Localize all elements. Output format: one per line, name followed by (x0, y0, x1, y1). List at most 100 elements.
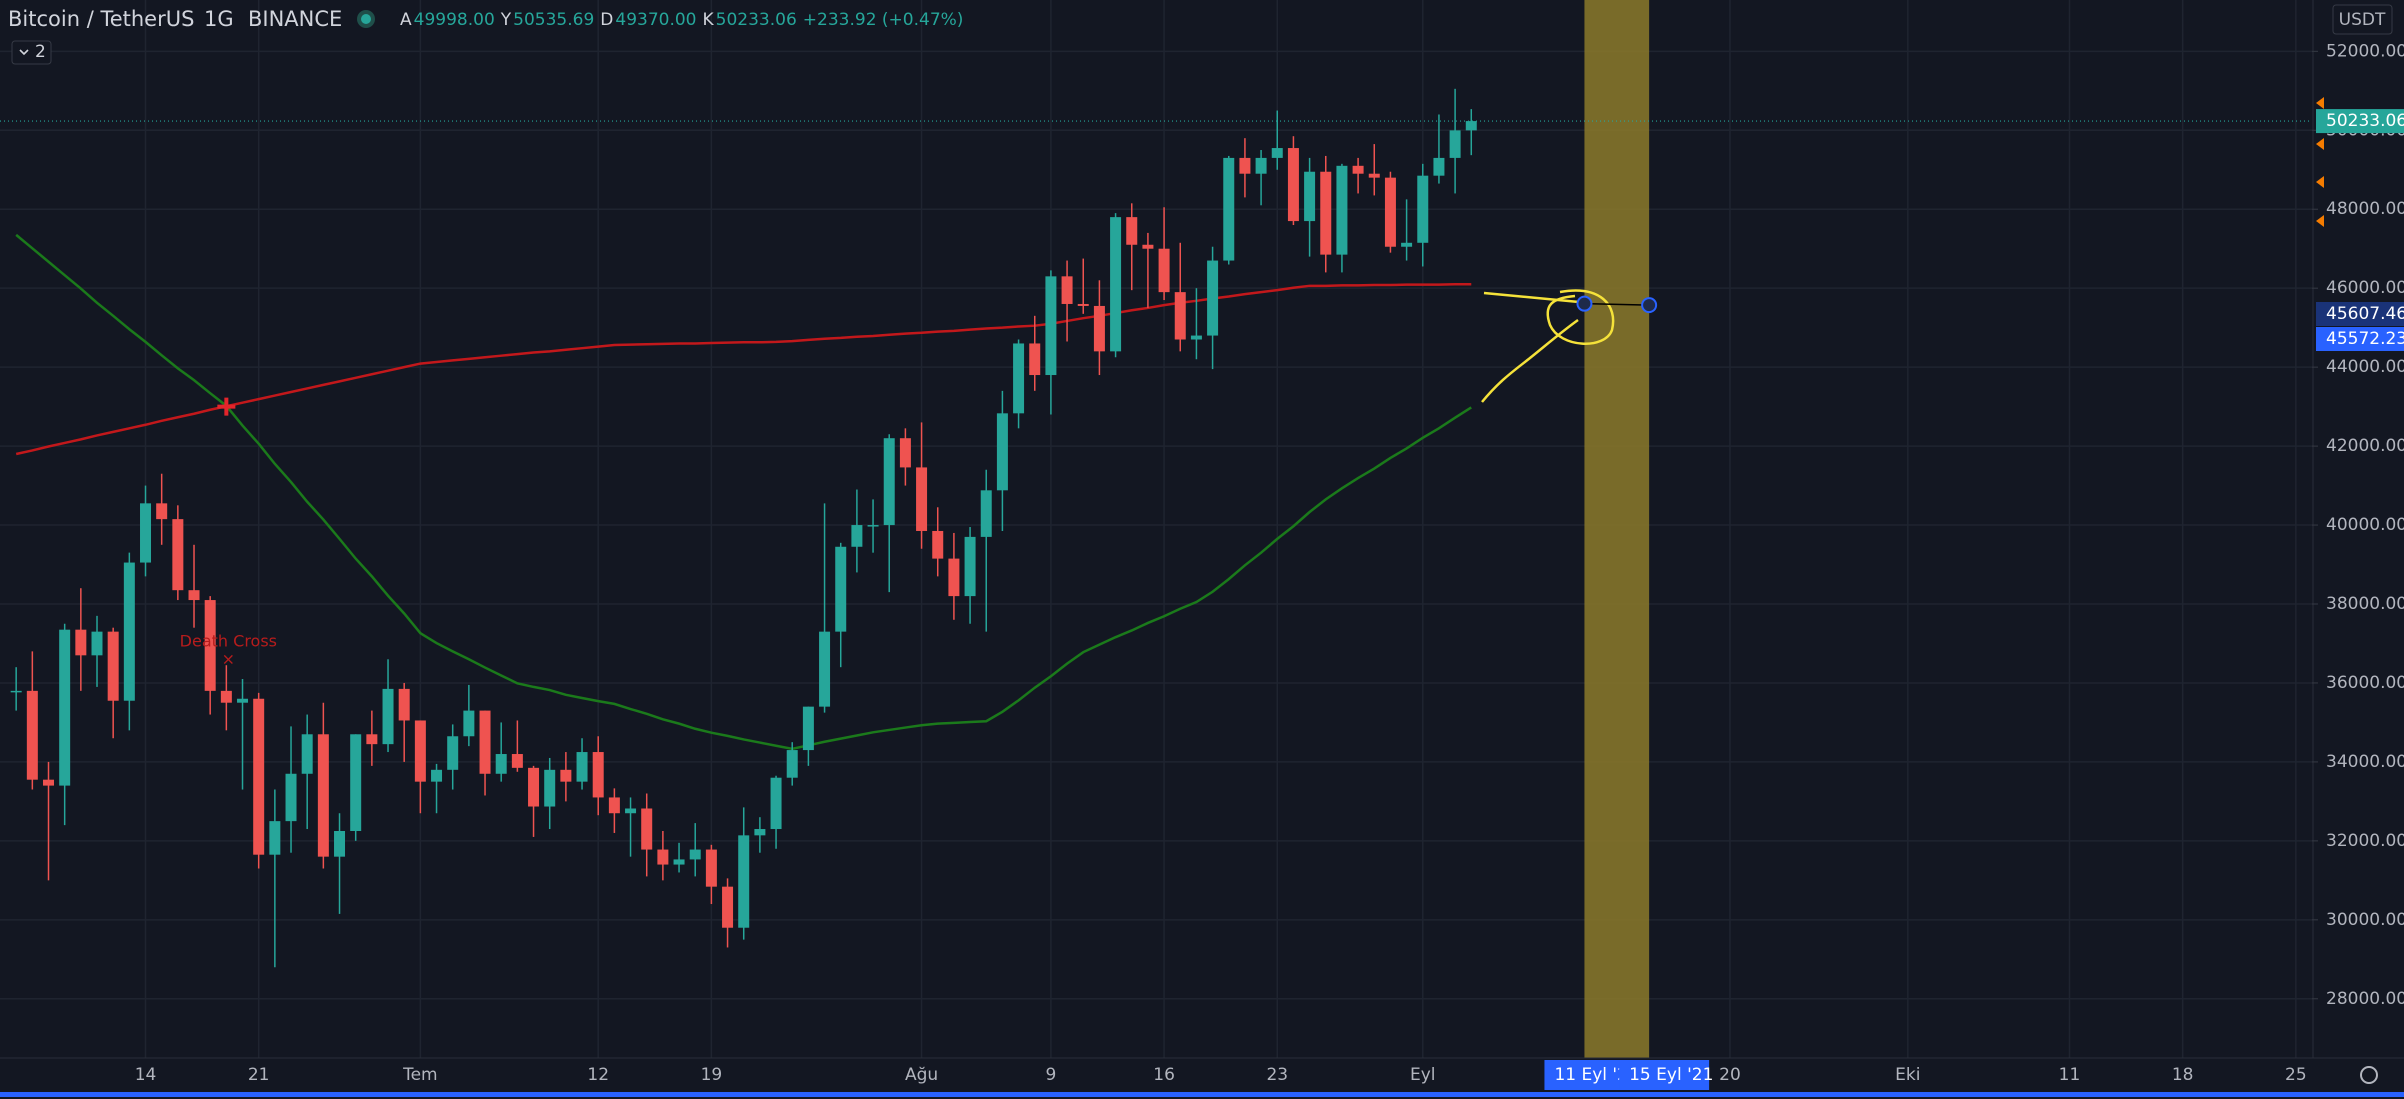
ohlc-key: A (400, 10, 412, 30)
ohlc-key: K (703, 10, 715, 30)
candle-body (10, 690, 22, 693)
candle-body (899, 438, 911, 468)
candle-body (366, 734, 378, 745)
candle-body (802, 706, 814, 751)
x-tick-label: 23 (1266, 1065, 1288, 1085)
ohlc-value: 49370.00 (615, 10, 696, 30)
candle-body (188, 590, 200, 601)
x-tick-label: 18 (2172, 1065, 2194, 1085)
candle-body (1465, 121, 1477, 131)
candle-body (1013, 343, 1025, 414)
candle-body (43, 779, 55, 786)
measure-point (1576, 295, 1593, 312)
candle-body (1077, 303, 1089, 306)
status-dot (361, 14, 371, 24)
alert-marker (2316, 97, 2324, 109)
x-tick-label: 11 (2059, 1065, 2081, 1085)
candle-body (172, 519, 184, 591)
candle-body (479, 710, 491, 774)
candle-body (1304, 171, 1316, 222)
symbol: Bitcoin / TetherUS (8, 7, 194, 31)
ohlc-value: 50233.06 (716, 10, 797, 30)
currency-button[interactable] (2332, 4, 2393, 35)
alert-marker (2316, 176, 2324, 188)
candle-body (738, 835, 750, 928)
chevron (19, 49, 29, 56)
candle-body (253, 698, 265, 855)
candle-body (511, 754, 523, 768)
candle-body (414, 720, 426, 782)
candle-body (592, 752, 604, 798)
candle-body (1223, 157, 1235, 261)
ohlc-value: 50535.69 (513, 10, 594, 30)
scribble-circle (1546, 289, 1615, 345)
candle-body (1271, 148, 1283, 158)
candle-body (1287, 148, 1299, 222)
candle-body (156, 503, 168, 520)
candle-body (673, 859, 685, 865)
ohlc-value: 49998.00 (414, 10, 495, 30)
candle-body (786, 750, 798, 778)
y-tick-label: 36000.00 (2326, 673, 2404, 693)
y-tick-label: 42000.00 (2326, 436, 2404, 456)
indicator-toggle[interactable] (11, 40, 52, 65)
candle-body (1061, 276, 1073, 304)
candle-body (1190, 335, 1202, 340)
candle-body (544, 769, 556, 807)
scribble (1481, 318, 1579, 403)
currency: USDT (2339, 10, 2386, 30)
indicator-count: 2 (35, 42, 46, 62)
candle-body (996, 413, 1008, 491)
candle-body (1336, 165, 1348, 255)
x-tick-label: 21 (248, 1065, 270, 1085)
y-tick-label: 28000.00 (2326, 989, 2404, 1009)
moving-average (15, 233, 1472, 751)
header: Bitcoin / TetherUS 1G BINANCE A 49998.00 Y… (8, 7, 963, 65)
candle-body (932, 530, 944, 559)
x-tick-label: 9 (1045, 1065, 1056, 1085)
candle-body (398, 688, 410, 721)
x-tick-label: 12 (587, 1065, 609, 1085)
candle-body (980, 490, 992, 537)
candle-body (123, 562, 135, 701)
candle-body (220, 690, 232, 703)
last-price-label: 50233.06 (2326, 111, 2404, 131)
y-tick-label: 34000.00 (2326, 752, 2404, 772)
candle-body (883, 438, 895, 526)
candle-body (1320, 171, 1332, 255)
candle-body (705, 849, 717, 887)
candle-body (1417, 175, 1429, 243)
range-date-label: 15 Eyl '21 (1629, 1065, 1713, 1085)
x-tick-label: Eyl (1410, 1065, 1436, 1085)
drawings (1481, 289, 1658, 403)
candle-body (1110, 217, 1122, 352)
candle-body (1158, 248, 1170, 293)
y-tick-label: 32000.00 (2326, 831, 2404, 851)
candle-body (237, 698, 249, 703)
candle-body (1384, 177, 1396, 247)
candle-body (1433, 157, 1445, 176)
annotation: Death Cross (180, 632, 277, 651)
candle-body (285, 773, 297, 822)
candle-body (140, 503, 152, 563)
candle-body (463, 710, 475, 737)
alerts (2316, 97, 2324, 227)
y-tick-label: 52000.00 (2326, 41, 2404, 61)
candle-body (560, 769, 572, 782)
candle-body (1142, 244, 1154, 249)
candle-body (867, 525, 879, 527)
x-tick-label: Ağu (905, 1065, 938, 1085)
candle-body (1352, 165, 1364, 174)
candle-body (75, 629, 87, 656)
bottom-bar (0, 1092, 2404, 1097)
candle-body (26, 690, 38, 780)
price-tag (2316, 302, 2404, 326)
axes: 28000.00 30000.00 32000.00 34000.00 36000.00… (135, 41, 2404, 1090)
candle-body (528, 767, 540, 807)
y-tick-label: 30000.00 (2326, 910, 2404, 930)
settings-icon[interactable] (2360, 1066, 2378, 1084)
candle-body (608, 797, 620, 814)
candle-body (835, 546, 847, 632)
alert-marker (2316, 215, 2324, 227)
